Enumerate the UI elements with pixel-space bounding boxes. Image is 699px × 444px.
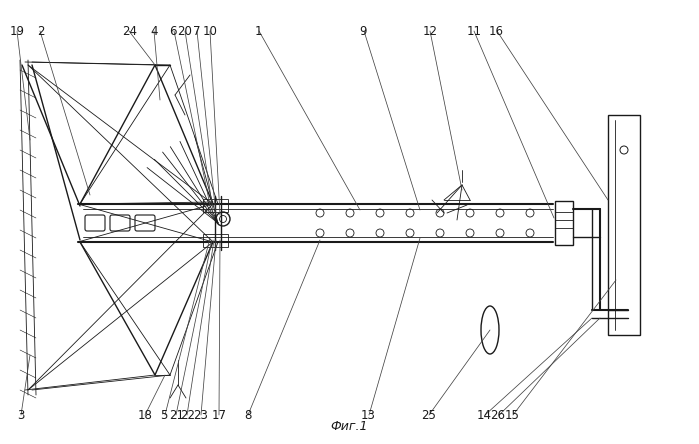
Text: 19: 19 [10, 24, 25, 38]
Text: 1: 1 [255, 24, 262, 38]
Bar [608, 115, 640, 335]
Text: 15: 15 [505, 408, 520, 422]
Text: 17: 17 [211, 408, 226, 422]
Text: 18: 18 [137, 408, 152, 422]
Text: 7: 7 [194, 24, 201, 38]
Text: 8: 8 [245, 408, 252, 422]
Text: 5: 5 [161, 408, 168, 422]
Text: 16: 16 [489, 24, 504, 38]
Bar [555, 201, 573, 245]
Text: 14: 14 [477, 408, 492, 422]
Text: 20: 20 [177, 24, 192, 38]
Text: 2: 2 [37, 24, 44, 38]
Text: 4: 4 [150, 24, 157, 38]
Text: 23: 23 [193, 408, 208, 422]
Bar [203, 234, 228, 247]
Text: 3: 3 [17, 408, 24, 422]
Text: 13: 13 [361, 408, 376, 422]
Text: 11: 11 [466, 24, 482, 38]
Text: 26: 26 [490, 408, 505, 422]
Text: 21: 21 [168, 408, 184, 422]
Text: 24: 24 [122, 24, 137, 38]
Text: 25: 25 [421, 408, 436, 422]
Text: 9: 9 [360, 24, 367, 38]
Text: 6: 6 [170, 24, 177, 38]
Text: 10: 10 [202, 24, 217, 38]
Text: 22: 22 [180, 408, 195, 422]
Text: Фиг.1: Фиг.1 [331, 420, 368, 433]
Text: 12: 12 [422, 24, 438, 38]
Bar [203, 199, 228, 212]
